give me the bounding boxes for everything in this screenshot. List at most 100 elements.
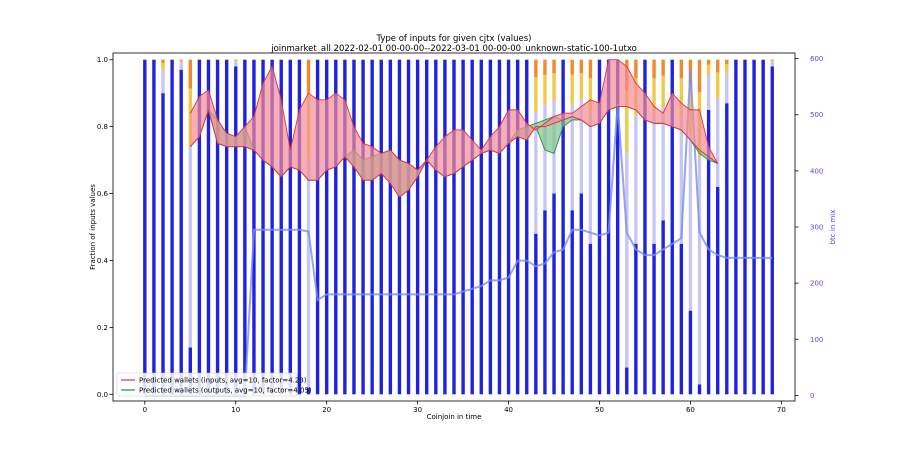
bar-other bbox=[579, 59, 584, 74]
bar-fresh bbox=[261, 59, 265, 395]
bar-fresh bbox=[161, 93, 165, 395]
bar-fresh bbox=[370, 59, 374, 395]
bar-remixed bbox=[679, 78, 684, 115]
bar-fresh bbox=[397, 59, 402, 395]
bar-other bbox=[161, 59, 165, 64]
x-tick-label: 0 bbox=[143, 406, 147, 414]
bar-fresh bbox=[352, 59, 356, 395]
chart-title: Type of inputs for given cjtx (values) bbox=[376, 34, 532, 44]
bar-remixed-light bbox=[679, 114, 684, 244]
bar-fresh bbox=[315, 59, 320, 395]
bar-remixed-light bbox=[179, 62, 183, 70]
bar-remixed bbox=[534, 77, 538, 112]
bar-other bbox=[679, 59, 684, 79]
bar-other bbox=[179, 59, 183, 61]
bar-remixed-light bbox=[188, 146, 192, 348]
x-tick-label: 60 bbox=[686, 406, 695, 414]
bar-fresh bbox=[234, 66, 238, 395]
btc-in-mix-line bbox=[144, 69, 773, 397]
y-tick-label: 0.8 bbox=[97, 123, 108, 131]
bar-remixed bbox=[661, 75, 665, 108]
bar-fresh bbox=[734, 59, 738, 395]
bar-fresh bbox=[725, 103, 729, 395]
bar-fresh bbox=[652, 243, 656, 395]
y2-tick-label: 600 bbox=[810, 55, 823, 63]
bar-fresh bbox=[761, 59, 765, 395]
bar-remixed bbox=[652, 78, 656, 115]
bar-fresh bbox=[534, 233, 538, 395]
x-tick-label: 50 bbox=[595, 406, 604, 414]
bar-remixed bbox=[543, 74, 547, 105]
inputs-wallets-upper-line bbox=[189, 59, 719, 171]
bar-remixed-light bbox=[543, 104, 547, 211]
bar-remixed-light bbox=[579, 99, 584, 194]
y2-tick-label: 500 bbox=[810, 111, 823, 119]
y-tick-label: 0.4 bbox=[97, 257, 109, 265]
bar-fresh bbox=[334, 59, 338, 395]
bar-fresh bbox=[388, 59, 393, 395]
bar-fresh bbox=[688, 310, 693, 395]
y2-tick-label: 400 bbox=[810, 167, 823, 175]
bar-other bbox=[552, 59, 556, 74]
bar-other bbox=[570, 59, 574, 75]
y-axis-label: Fraction of inputs values bbox=[89, 184, 97, 270]
bar-remixed-light bbox=[697, 157, 702, 385]
bar-fresh bbox=[570, 210, 574, 395]
bar-fresh bbox=[615, 59, 620, 395]
bar-remixed bbox=[588, 78, 593, 115]
x-axis-label: Coinjoin in time bbox=[427, 413, 482, 421]
bar-fresh bbox=[716, 186, 720, 395]
x-tick-label: 10 bbox=[231, 406, 240, 414]
bar-other bbox=[534, 59, 538, 78]
bar-fresh bbox=[306, 387, 311, 395]
bar-fresh bbox=[243, 59, 247, 395]
bar-remixed bbox=[161, 63, 165, 70]
bar-other bbox=[770, 59, 774, 61]
y-tick-label: 0.0 bbox=[97, 391, 108, 399]
bar-fresh bbox=[170, 59, 174, 395]
bar-remixed-light bbox=[688, 134, 693, 311]
bar-other bbox=[652, 59, 656, 79]
bar-fresh bbox=[588, 243, 593, 395]
bar-remixed-light bbox=[770, 61, 774, 67]
bar-fresh bbox=[425, 59, 429, 395]
bar-other bbox=[234, 59, 238, 61]
bar-fresh bbox=[361, 59, 365, 395]
bar-fresh bbox=[752, 59, 756, 395]
y2-tick-label: 200 bbox=[810, 280, 823, 288]
y-tick-label: 1.0 bbox=[97, 56, 108, 64]
bar-fresh bbox=[270, 59, 274, 395]
y-tick-label: 0.6 bbox=[97, 190, 109, 198]
bar-fresh bbox=[770, 66, 774, 395]
bar-fresh bbox=[706, 109, 711, 395]
bar-fresh bbox=[497, 59, 502, 395]
bar-fresh bbox=[279, 59, 283, 395]
y2-axis-label: btc in mix bbox=[829, 210, 837, 245]
bar-remixed-light bbox=[625, 152, 629, 368]
bar-fresh bbox=[515, 59, 520, 395]
bar-remixed-light bbox=[161, 69, 165, 94]
bar-remixed-light bbox=[661, 107, 665, 221]
bar-fresh bbox=[215, 59, 220, 395]
bar-other bbox=[634, 59, 638, 79]
bar-remixed-light bbox=[634, 114, 638, 244]
bar-fresh bbox=[343, 59, 347, 395]
bar-fresh bbox=[597, 59, 602, 395]
bar-remixed bbox=[716, 72, 720, 98]
bar-fresh bbox=[288, 59, 293, 395]
bar-fresh bbox=[443, 59, 447, 395]
bar-fresh bbox=[543, 210, 547, 395]
bar-fresh bbox=[625, 367, 629, 395]
bar-remixed-light bbox=[570, 104, 574, 211]
bar-fresh bbox=[461, 59, 465, 395]
bar-fresh bbox=[470, 59, 474, 395]
inputs-wallets-lower-line bbox=[189, 106, 718, 198]
bar-fresh bbox=[406, 59, 411, 395]
bar-remixed bbox=[770, 60, 774, 62]
legend-label-outputs: Predicted wallets (outputs, avg=10, fact… bbox=[139, 387, 312, 395]
bar-fresh bbox=[488, 59, 493, 395]
y2-tick-label: 0 bbox=[810, 392, 814, 400]
bar-fresh bbox=[697, 384, 702, 395]
